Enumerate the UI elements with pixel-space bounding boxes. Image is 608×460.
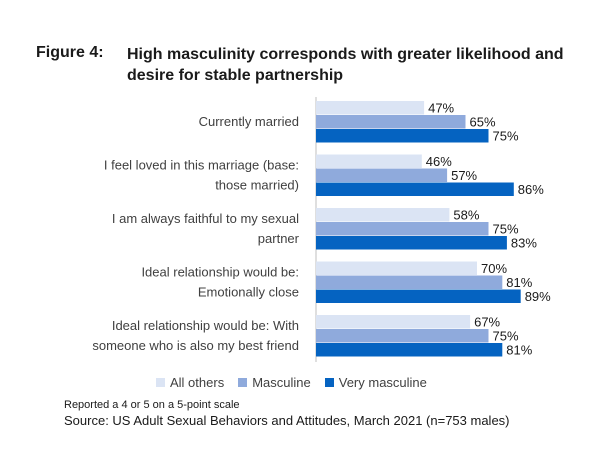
- legend-label-masculine: Masculine: [252, 375, 311, 390]
- value-label-masculine-1: 65%: [470, 115, 496, 130]
- bar-all-others-4: [316, 261, 477, 275]
- legend-item-very-masculine: Very masculine: [324, 375, 427, 390]
- bar-masculine-4: [316, 275, 503, 289]
- value-label-masculine-3: 75%: [493, 222, 519, 237]
- bar-chart: Currently married I feel loved in this ma…: [92, 97, 551, 362]
- legend-swatch-masculine: [238, 378, 248, 387]
- chart-source: Source: US Adult Sexual Behaviors and At…: [64, 413, 510, 428]
- category-label-5: Ideal relationship would be: With someone…: [92, 318, 299, 353]
- legend-item-masculine: Masculine: [238, 375, 311, 390]
- value-label-very-masculine-2: 86%: [518, 182, 544, 197]
- bar-very-masculine-4: [316, 289, 521, 303]
- legend-label-all-others: All others: [170, 375, 225, 390]
- value-labels: 47%65%75%46%57%86%58%75%83%70%81%89%67%7…: [426, 101, 551, 358]
- bar-very-masculine-3: [316, 236, 507, 250]
- category-label-line: someone who is also my best friend: [92, 338, 299, 353]
- category-label-line: those married): [215, 177, 299, 192]
- category-label-line: I am always faithful to my sexual: [112, 211, 299, 226]
- bar-very-masculine-2: [316, 182, 514, 196]
- category-label-line: partner: [258, 231, 300, 246]
- category-label-2: I feel loved in this marriage (base: thos…: [104, 157, 299, 192]
- bar-very-masculine-1: [316, 129, 489, 143]
- value-label-all-others-2: 46%: [426, 154, 452, 169]
- value-label-masculine-5: 75%: [493, 329, 519, 344]
- bar-masculine-2: [316, 168, 448, 182]
- value-label-all-others-5: 67%: [474, 315, 500, 330]
- category-labels: Currently married I feel loved in this ma…: [92, 114, 299, 353]
- value-label-masculine-4: 81%: [506, 275, 532, 290]
- bar-masculine-1: [316, 115, 466, 129]
- value-label-masculine-2: 57%: [451, 168, 477, 183]
- value-label-very-masculine-3: 83%: [511, 236, 537, 251]
- category-label-line: Emotionally close: [198, 284, 299, 299]
- category-label-3: I am always faithful to my sexual partner: [112, 211, 300, 246]
- legend-swatch-very-masculine: [324, 378, 334, 387]
- value-label-all-others-4: 70%: [481, 261, 507, 276]
- bar-all-others-3: [316, 208, 450, 222]
- bar-all-others-2: [316, 154, 422, 168]
- value-label-all-others-3: 58%: [453, 208, 479, 223]
- legend-item-all-others: All others: [156, 375, 224, 390]
- category-label-line: Ideal relationship would be:: [141, 264, 299, 279]
- chart-note: Reported a 4 or 5 on a 5-point scale: [64, 399, 240, 411]
- figure-label: Figure 4:: [36, 44, 104, 61]
- category-label-1: Currently married: [199, 114, 299, 129]
- value-label-very-masculine-1: 75%: [493, 129, 519, 144]
- bar-masculine-5: [316, 329, 489, 343]
- figure-title: High masculinity corresponds with greate…: [127, 46, 564, 84]
- value-label-very-masculine-5: 81%: [506, 343, 532, 358]
- category-label-line: Currently married: [199, 114, 299, 129]
- chart-legend: All others Masculine Very masculine: [156, 375, 427, 390]
- bar-all-others-5: [316, 315, 471, 329]
- legend-swatch-all-others: [156, 378, 165, 387]
- category-label-line: Ideal relationship would be: With: [112, 318, 299, 333]
- bar-masculine-3: [316, 222, 489, 236]
- value-label-all-others-1: 47%: [428, 101, 454, 116]
- bar-very-masculine-5: [316, 343, 503, 357]
- bar-all-others-1: [316, 101, 425, 115]
- category-label-4: Ideal relationship would be: Emotionally …: [141, 264, 299, 299]
- legend-label-very-masculine: Very masculine: [338, 375, 427, 390]
- value-label-very-masculine-4: 89%: [525, 289, 551, 304]
- category-label-line: I feel loved in this marriage (base:: [104, 157, 299, 172]
- bars-group: [316, 101, 521, 357]
